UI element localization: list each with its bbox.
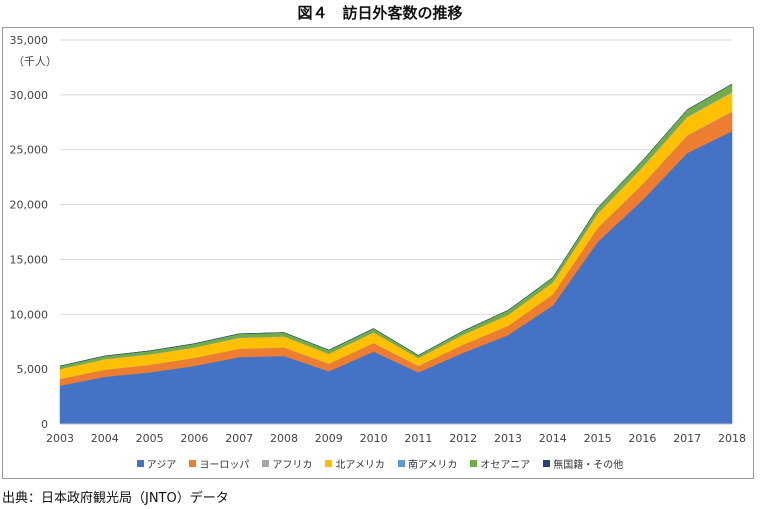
y-tick-label: 30,000	[10, 89, 49, 102]
legend-item: 北アメリカ	[325, 456, 385, 471]
legend-label: 無国籍・その他	[553, 460, 624, 471]
area-series	[59, 83, 733, 425]
x-tick-label: 2008	[270, 432, 298, 445]
x-tick-label: 2013	[494, 432, 522, 445]
legend-label: オセアニア	[480, 460, 531, 471]
legend-swatch	[136, 460, 144, 467]
legend-label: 南アメリカ	[407, 460, 458, 471]
x-tick-label: 2009	[315, 432, 343, 445]
x-tick-label: 2005	[136, 432, 164, 445]
legend-item: 南アメリカ	[397, 456, 458, 471]
axes: 0 5,000 10,000 15,000 20,000 25,000 30,000 35,0…	[10, 34, 747, 445]
legend-item: アジア	[136, 456, 177, 471]
legend-item: ヨーロッパ	[189, 456, 249, 471]
x-tick-label: 2003	[46, 432, 74, 445]
x-tick-label: 2011	[404, 432, 432, 445]
legend-label: アフリカ	[272, 460, 313, 471]
y-tick-label: 10,000	[10, 308, 49, 321]
x-tick-label: 2018	[718, 432, 746, 445]
legend-swatch	[262, 460, 270, 467]
legend-label: ヨーロッパ	[199, 460, 250, 471]
chart-legend: アジア ヨーロッパ アフリカ 北アメリカ 南アメリカ オセアニア 無国籍・その他	[0, 456, 760, 471]
legend-item: オセアニア	[470, 456, 530, 471]
x-tick-label: 2016	[628, 432, 656, 445]
legend-swatch	[470, 460, 478, 467]
area-series-無国籍・その他	[59, 83, 733, 367]
y-tick-label: 20,000	[10, 199, 49, 212]
x-tick-label: 2015	[584, 432, 612, 445]
legend-label: 北アメリカ	[335, 460, 385, 471]
legend-label: アジア	[146, 460, 177, 471]
chart-title: 図４ 訪日外客数の推移	[297, 4, 463, 22]
y-tick-label: 15,000	[10, 253, 49, 266]
y-unit-label: （千人）	[13, 55, 57, 68]
x-tick-label: 2010	[360, 432, 388, 445]
y-tick-label: 0	[41, 418, 48, 431]
chart-frame	[2, 27, 754, 479]
x-tick-label: 2017	[673, 432, 701, 445]
legend-swatch	[189, 460, 197, 467]
source-note: 出典：日本政府観光局（JNTO）データ	[2, 491, 229, 506]
x-tick-label: 2014	[539, 432, 567, 445]
legend-swatch	[543, 460, 551, 467]
y-tick-label: 35,000	[10, 34, 49, 47]
x-tick-label: 2007	[225, 432, 253, 445]
y-tick-label: 25,000	[10, 144, 49, 157]
x-tick-label: 2004	[91, 432, 119, 445]
legend-item: アフリカ	[262, 456, 312, 471]
x-tick-label: 2012	[449, 432, 477, 445]
legend-swatch	[397, 460, 405, 467]
legend-swatch	[325, 460, 333, 467]
y-tick-label: 5,000	[17, 363, 49, 376]
legend-item: 無国籍・その他	[543, 456, 623, 471]
x-tick-label: 2006	[180, 432, 208, 445]
